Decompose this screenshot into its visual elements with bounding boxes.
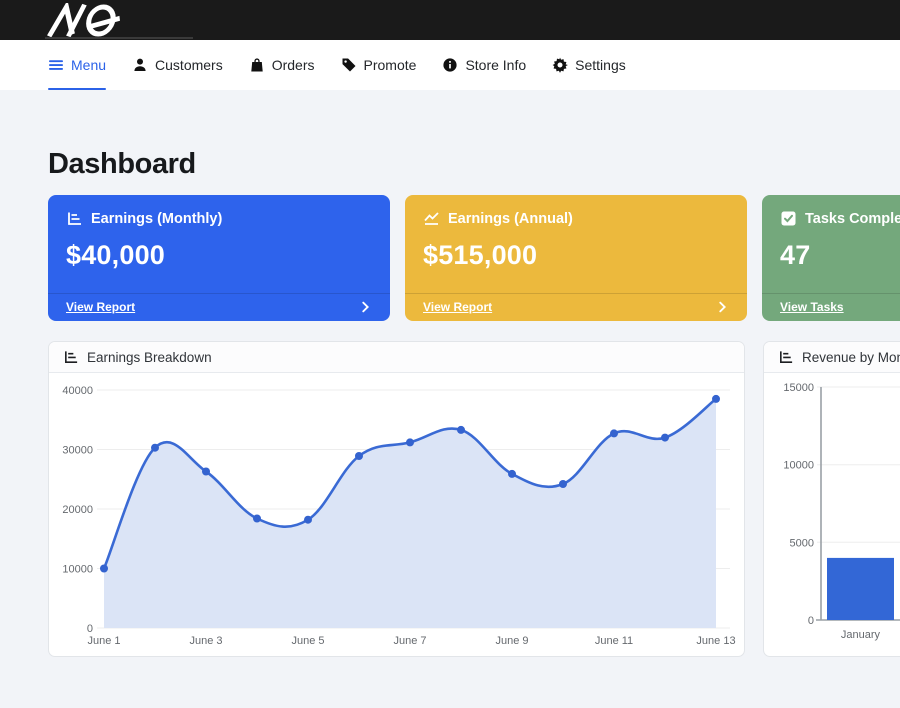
nav-item-menu[interactable]: Menu xyxy=(48,40,107,90)
svg-text:15000: 15000 xyxy=(783,382,814,394)
svg-text:January: January xyxy=(841,629,881,641)
check-square-icon xyxy=(781,211,796,226)
svg-text:June 1: June 1 xyxy=(87,635,120,647)
card-title: Tasks Completed xyxy=(805,210,900,227)
view-report-link[interactable]: View Report xyxy=(48,293,390,321)
revenue-by-month-chart: 0 5000 10000 15000 January xyxy=(783,382,900,641)
earnings-annual-card: Earnings (Annual) $515,000 View Report xyxy=(405,195,747,321)
svg-text:10000: 10000 xyxy=(62,564,93,576)
chart-card-header: Earnings Breakdown xyxy=(49,342,744,373)
svg-text:June 7: June 7 xyxy=(393,635,426,647)
nav-active-underline xyxy=(48,88,107,90)
revenue-by-month-card: Revenue by Month 0 5000 10000 15000 January xyxy=(763,341,900,657)
svg-text:June 13: June 13 xyxy=(696,635,735,647)
svg-text:40000: 40000 xyxy=(62,385,93,397)
nav-item-label: Menu xyxy=(71,57,107,73)
nav-item-label: Settings xyxy=(575,57,626,73)
logo-underline xyxy=(45,37,193,39)
chart-plot-area: 0 10000 20000 30000 40000 June 1 June 3 June 5 J… xyxy=(49,373,744,656)
svg-text:5000: 5000 xyxy=(790,537,814,549)
nav-item-label: Customers xyxy=(155,57,223,73)
nav-item-orders[interactable]: Orders xyxy=(249,40,315,90)
card-title: Earnings (Monthly) xyxy=(91,210,223,227)
bar-chart-icon xyxy=(780,351,793,363)
chart-card-header: Revenue by Month xyxy=(764,342,900,373)
card-value: $40,000 xyxy=(66,240,165,270)
svg-text:June 3: June 3 xyxy=(189,635,222,647)
card-body: Earnings (Annual) $515,000 xyxy=(405,195,747,293)
chart-title: Earnings Breakdown xyxy=(87,349,212,365)
link-label: View Report xyxy=(66,300,136,314)
svg-text:June 11: June 11 xyxy=(595,635,633,647)
charts-row: Earnings Breakdown 0 10000 20000 30000 40000… xyxy=(48,341,900,657)
tag-icon xyxy=(342,58,356,72)
link-label: View Tasks xyxy=(780,300,844,314)
chart-title: Revenue by Month xyxy=(802,349,900,365)
bar-chart-icon xyxy=(65,351,78,363)
hamburger-icon xyxy=(49,60,63,70)
svg-text:30000: 30000 xyxy=(62,445,93,457)
bag-icon xyxy=(251,58,263,72)
page-title: Dashboard xyxy=(48,148,196,180)
card-value: 47 xyxy=(780,240,811,270)
view-tasks-link[interactable]: View Tasks xyxy=(762,293,900,321)
main-content: Dashboard Earnings (Monthly) $40,000 Vie… xyxy=(0,148,900,657)
top-black-bar xyxy=(0,0,900,40)
link-label: View Report xyxy=(423,300,493,314)
nav-item-label: Promote xyxy=(363,57,417,73)
app-logo[interactable] xyxy=(44,0,136,42)
chart-plot-area: 0 5000 10000 15000 January xyxy=(764,373,900,656)
line-chart-icon xyxy=(424,212,439,225)
card-body: Tasks Completed 47 xyxy=(762,195,900,293)
nav-item-promote[interactable]: Promote xyxy=(341,40,417,90)
svg-text:June 5: June 5 xyxy=(291,635,324,647)
earnings-breakdown-card: Earnings Breakdown 0 10000 20000 30000 40000… xyxy=(48,341,745,657)
earnings-breakdown-chart: 0 10000 20000 30000 40000 June 1 June 3 June 5 J… xyxy=(62,385,735,647)
svg-text:June 9: June 9 xyxy=(495,635,528,647)
person-icon xyxy=(134,58,146,71)
tasks-completed-card: Tasks Completed 47 View Tasks xyxy=(762,195,900,321)
nav-item-label: Store Info xyxy=(465,57,527,73)
main-navbar: Menu Customers Orders Promote Store Info… xyxy=(0,40,900,90)
bar-chart-icon xyxy=(68,212,81,225)
gear-icon xyxy=(552,57,569,73)
card-value: $515,000 xyxy=(423,240,538,270)
logo-aq-icon xyxy=(47,0,120,38)
info-icon xyxy=(443,58,458,72)
svg-text:10000: 10000 xyxy=(783,460,814,472)
nav-item-customers[interactable]: Customers xyxy=(132,40,223,90)
nav-item-settings[interactable]: Settings xyxy=(552,40,626,90)
chevron-right-icon xyxy=(362,301,369,313)
earnings-monthly-card: Earnings (Monthly) $40,000 View Report xyxy=(48,195,390,321)
svg-text:0: 0 xyxy=(808,615,814,627)
card-body: Earnings (Monthly) $40,000 xyxy=(48,195,390,293)
view-report-link[interactable]: View Report xyxy=(405,293,747,321)
svg-text:20000: 20000 xyxy=(62,504,93,516)
svg-text:0: 0 xyxy=(87,623,93,635)
stat-cards-row: Earnings (Monthly) $40,000 View Report E… xyxy=(48,195,900,321)
nav-item-store-info[interactable]: Store Info xyxy=(442,40,526,90)
card-title: Earnings (Annual) xyxy=(448,210,573,227)
chevron-right-icon xyxy=(719,301,726,313)
nav-item-label: Orders xyxy=(271,57,315,73)
